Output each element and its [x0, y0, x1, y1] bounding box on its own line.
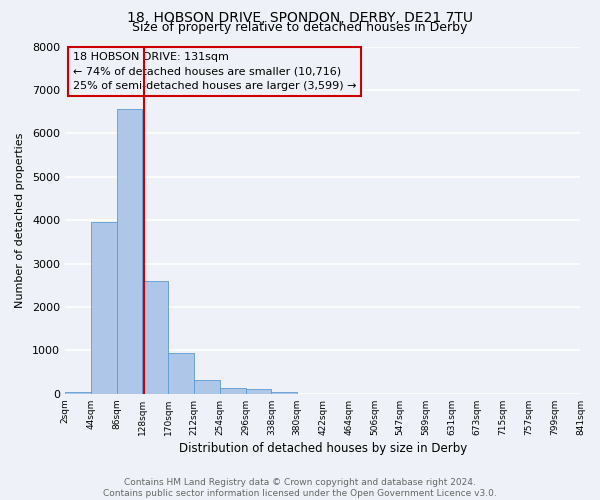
Bar: [271, 392, 297, 394]
Text: Contains HM Land Registry data © Crown copyright and database right 2024.
Contai: Contains HM Land Registry data © Crown c…: [103, 478, 497, 498]
Text: Size of property relative to detached houses in Derby: Size of property relative to detached ho…: [133, 21, 467, 34]
Text: 18 HOBSON DRIVE: 131sqm
← 74% of detached houses are smaller (10,716)
25% of sem: 18 HOBSON DRIVE: 131sqm ← 74% of detache…: [73, 52, 356, 92]
X-axis label: Distribution of detached houses by size in Derby: Distribution of detached houses by size …: [179, 442, 467, 455]
Bar: [220, 388, 245, 394]
Y-axis label: Number of detached properties: Number of detached properties: [15, 132, 25, 308]
Text: 18, HOBSON DRIVE, SPONDON, DERBY, DE21 7TU: 18, HOBSON DRIVE, SPONDON, DERBY, DE21 7…: [127, 11, 473, 25]
Bar: [91, 222, 116, 394]
Bar: [194, 380, 220, 394]
Bar: [168, 352, 194, 394]
Bar: [65, 392, 91, 394]
Bar: [245, 390, 271, 394]
Bar: [116, 110, 142, 394]
Bar: [142, 281, 168, 394]
